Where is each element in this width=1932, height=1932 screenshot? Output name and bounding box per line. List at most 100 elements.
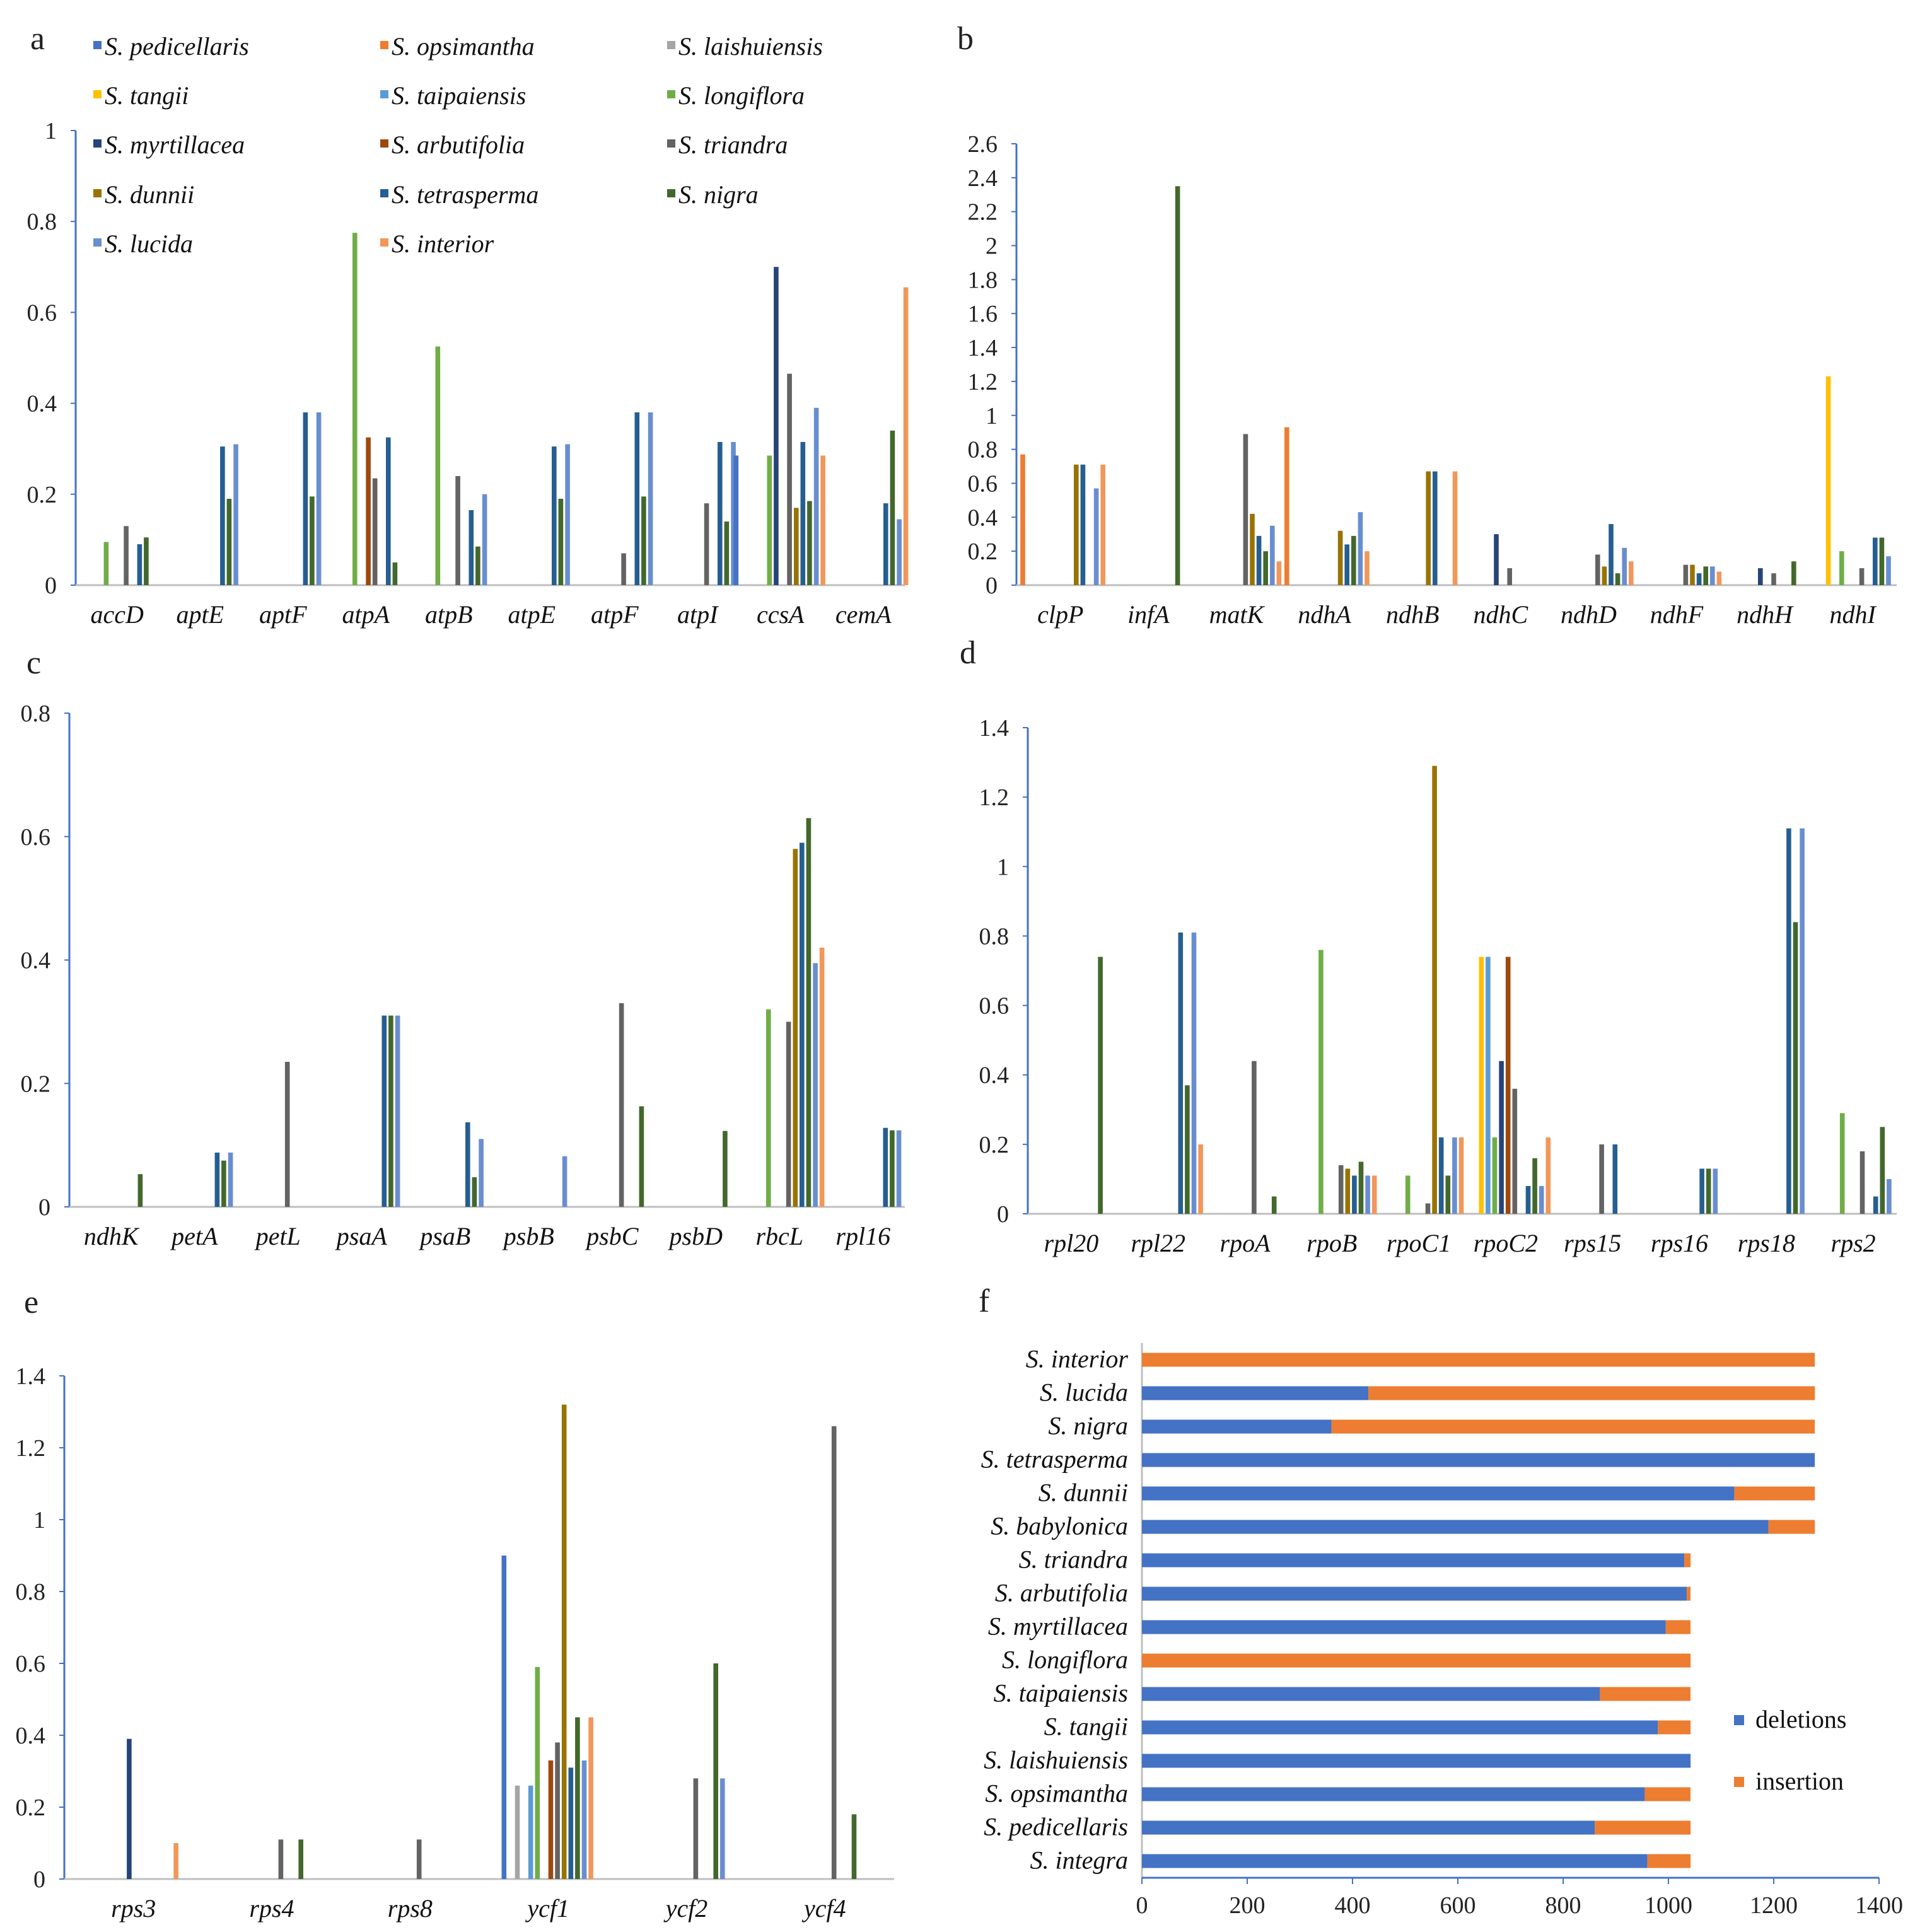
bar-psbd-s-nigra	[723, 1131, 728, 1207]
bar-atpb-s-lucida	[482, 494, 487, 585]
bar-rbcl-s-nigra	[806, 818, 812, 1207]
bar-clpp-s-opsimantha	[1020, 454, 1025, 585]
bar-apte-s-nigra	[226, 499, 232, 585]
bar-rbcl-s-longiflora	[766, 1009, 771, 1207]
y-tick-label: 2.4	[968, 165, 998, 192]
bar-psaa-s-lucida	[395, 1015, 400, 1207]
bar-s-tangii-deletions	[1142, 1720, 1658, 1735]
bar-accd-s-nigra	[144, 537, 149, 585]
bar-rbcl-s-lucida	[813, 963, 818, 1207]
bar-rpob-s-dunnii	[1345, 1168, 1351, 1214]
bar-clpp-s-dunnii	[1074, 464, 1079, 585]
bar-rbcl-s-tetrasperma	[800, 842, 805, 1207]
bar-ndhc-s-myrtillacea	[1494, 534, 1499, 585]
category-label-ndhb: ndhB	[1386, 600, 1439, 629]
bar-ccsa-s-nigra	[807, 501, 812, 585]
bar-ndhk-s-nigra	[137, 1174, 143, 1207]
bar-rpoc1-s-longiflora	[1405, 1175, 1411, 1214]
legend-label-s-pedicellaris: S. pedicellaris	[105, 32, 249, 61]
bar-s-triandra-insertion	[1684, 1553, 1691, 1568]
category-label-ycf1: ycf1	[525, 1894, 569, 1923]
panel-letter-d: d	[960, 635, 976, 671]
species-label-s-nigra: S. nigra	[1048, 1412, 1128, 1440]
bar-ndhh-s-myrtillacea	[1758, 568, 1763, 585]
panel-f-chart: 0 200 400 600 800 1000 1200 1400 S. interior S. l…	[981, 1343, 1903, 1919]
y-tick-label: 2	[986, 233, 998, 260]
bar-psbb-s-lucida	[562, 1156, 567, 1207]
bar-peta-s-tetrasperma	[214, 1152, 220, 1207]
bar-ndhb-s-dunnii	[1426, 471, 1431, 585]
bar-rpob-s-lucida	[1365, 1175, 1370, 1214]
y-tick-label: 1.8	[968, 267, 998, 293]
legend-swatch-deletions	[1734, 1715, 1744, 1725]
species-label-s-integra: S. integra	[1030, 1846, 1128, 1875]
species-label-s-dunnii: S. dunnii	[1039, 1479, 1128, 1507]
y-tick-label: 0.4	[968, 504, 998, 531]
species-label-s-opsimantha: S. opsimantha	[985, 1779, 1128, 1808]
legend-swatch-s-taipaiensis	[380, 90, 388, 98]
bar-rps15-s-triandra	[1599, 1144, 1604, 1214]
y-tick-label: 0.8	[968, 437, 998, 463]
category-label-psbd: psbD	[668, 1222, 723, 1250]
legend-swatch-s-pedicellaris	[93, 41, 102, 49]
category-label-apte: aptE	[176, 600, 224, 629]
bar-ndhb-s-interior	[1452, 471, 1458, 585]
bar-ndhi-s-triandra	[1859, 568, 1865, 585]
y-tick-label: 0.4	[16, 1723, 46, 1749]
category-label-rpl16: rpl16	[835, 1222, 890, 1250]
bar-rpoc2-s-myrtillacea	[1499, 1061, 1504, 1214]
bar-atpa-s-nigra	[392, 562, 398, 585]
bar-rpoc1-s-triandra	[1425, 1203, 1431, 1214]
bar-matk-s-tetrasperma	[1256, 535, 1262, 585]
bar-ycf1-s-interior	[588, 1717, 593, 1879]
species-label-s-tangii: S. tangii	[1044, 1713, 1128, 1741]
legend-swatch-s-longiflora	[667, 90, 675, 98]
bar-ndhf-s-nigra	[1703, 566, 1708, 585]
y-tick-label: 0.8	[27, 209, 57, 235]
bar-rpoc2-s-nigra	[1532, 1158, 1537, 1214]
bar-rpl16-s-lucida	[896, 1130, 902, 1207]
bar-rpoc2-s-interior	[1545, 1137, 1551, 1214]
bar-rpl22-s-lucida	[1191, 932, 1197, 1214]
bar-atpf-s-lucida	[648, 412, 653, 585]
bar-atpe-s-nigra	[558, 499, 564, 585]
bar-ycf1-s-lucida	[581, 1760, 587, 1879]
category-label-cema: cemA	[835, 600, 892, 629]
bar-ndhf-s-lucida	[1710, 566, 1715, 585]
bar-ccsa-s-longiflora	[767, 455, 772, 585]
y-tick-label: 1.2	[16, 1435, 46, 1462]
bar-rps3-s-myrtillacea	[127, 1738, 132, 1879]
bar-rps16-s-nigra	[1706, 1168, 1711, 1214]
bar-s-babylonica-deletions	[1142, 1520, 1769, 1534]
category-label-rps18: rps18	[1738, 1229, 1795, 1257]
bar-rps3-s-interior	[173, 1843, 178, 1879]
category-label-atpe: atpE	[508, 600, 556, 629]
panel-letter-e: e	[24, 1284, 38, 1320]
bar-ccsa-s-tetrasperma	[800, 441, 806, 585]
bar-aptf-s-nigra	[310, 496, 315, 585]
bar-ycf1-s-longiflora	[535, 1667, 540, 1879]
bar-ndhh-s-triandra	[1771, 573, 1776, 585]
bar-cema-s-tetrasperma	[883, 503, 888, 585]
bar-s-arbutifolia-insertion	[1687, 1586, 1690, 1601]
bar-rps18-s-nigra	[1793, 922, 1798, 1214]
legend-swatch-s-arbutifolia	[380, 139, 388, 148]
legend-swatch-insertion	[1734, 1777, 1744, 1787]
bar-rpoc2-s-arbutifolia	[1505, 957, 1511, 1214]
bar-rps2-s-tetrasperma	[1873, 1196, 1878, 1214]
panel-letter-c: c	[26, 645, 41, 681]
bar-atpa-s-tetrasperma	[386, 437, 391, 585]
bar-ndha-s-dunnii	[1337, 530, 1343, 585]
bar-ndhf-s-tetrasperma	[1696, 573, 1702, 585]
bar-rps18-s-lucida	[1800, 828, 1805, 1214]
legend-swatch-s-opsimantha	[380, 41, 388, 49]
category-label-rbcl: rbcL	[755, 1222, 803, 1250]
bar-s-opsimantha-deletions	[1142, 1787, 1645, 1801]
bar-cema-s-nigra	[890, 430, 895, 585]
species-label-s-laishuiensis: S. laishuiensis	[984, 1746, 1128, 1774]
legend-swatch-s-lucida	[93, 238, 102, 247]
y-tick-label: 1	[986, 403, 998, 429]
y-tick-label: 0.2	[21, 1071, 51, 1097]
bar-rbcl-s-dunnii	[793, 849, 798, 1207]
y-tick-label: 0.2	[27, 482, 57, 508]
